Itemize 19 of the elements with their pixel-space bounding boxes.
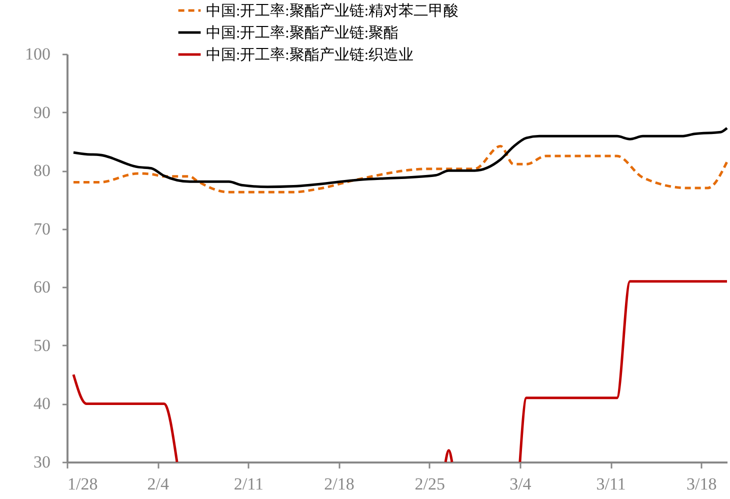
y-tick-label: 100 (25, 44, 50, 64)
x-tick-label: 3/4 (510, 474, 532, 494)
x-tick-label: 2/18 (324, 474, 354, 494)
x-tick-label: 3/18 (686, 474, 717, 494)
legend-label: 中国:开工率:聚酯产业链:精对苯二甲酸 (206, 2, 459, 20)
x-tick-label: 2/4 (147, 474, 170, 494)
legend-label: 中国:开工率:聚酯产业链:聚酯 (206, 24, 399, 42)
y-tick-label: 70 (34, 219, 50, 238)
x-tick-label: 2/25 (414, 474, 445, 494)
y-tick-label: 30 (34, 452, 50, 472)
x-tick-label: 1/28 (68, 474, 98, 494)
x-tick-label: 2/11 (234, 474, 264, 494)
y-tick-label: 60 (34, 278, 50, 297)
x-tick-label: 3/11 (596, 474, 626, 494)
legend-label: 中国:开工率:聚酯产业链:织造业 (206, 46, 414, 64)
y-tick-label: 90 (34, 102, 50, 122)
y-tick-label: 50 (34, 336, 50, 355)
y-tick-label: 40 (34, 394, 50, 414)
y-tick-label: 80 (34, 161, 50, 180)
